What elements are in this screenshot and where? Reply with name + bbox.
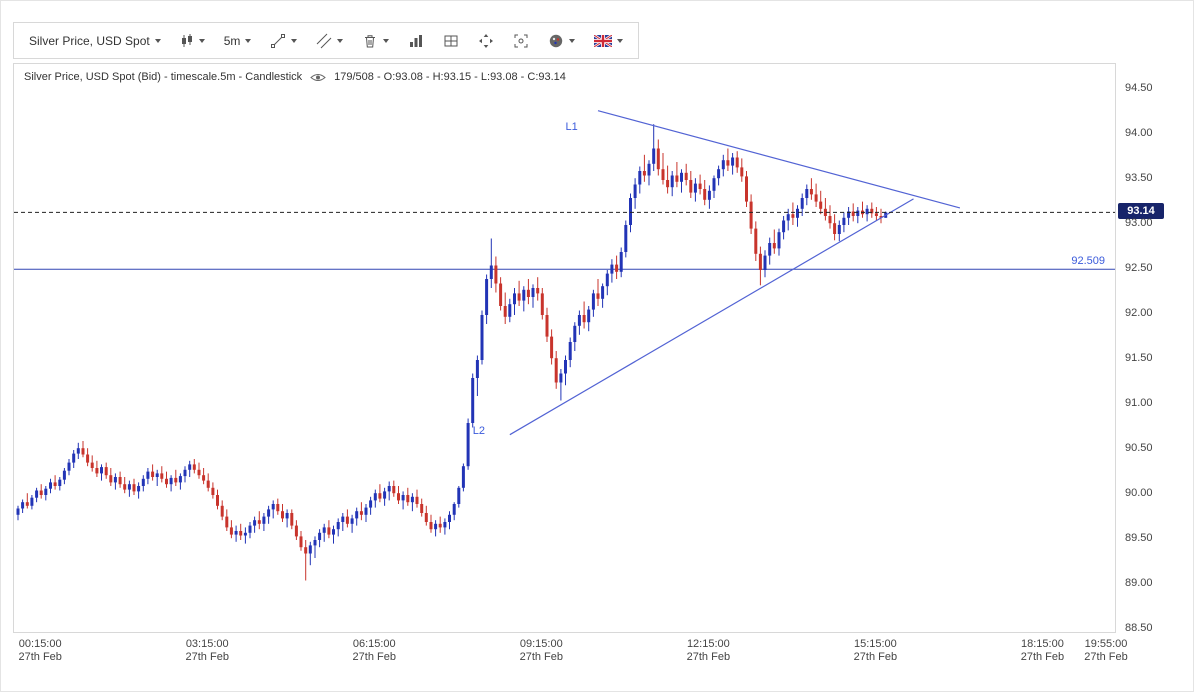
grid-layout-button[interactable]: [438, 30, 464, 52]
price-axis-label: 89.00: [1125, 577, 1153, 589]
time-axis-label: 19:55:00 27th Feb: [1084, 638, 1128, 663]
trash-icon: [362, 33, 378, 49]
price-axis-label: 90.00: [1125, 487, 1153, 499]
trend-line-label: L1: [566, 121, 578, 133]
symbol-selector[interactable]: Silver Price, USD Spot: [24, 31, 166, 51]
price-axis-label: 88.50: [1125, 622, 1153, 634]
palette-icon: [548, 33, 564, 49]
time-axis-label: 12:15:00 27th Feb: [686, 638, 731, 663]
chart-info-bar: Silver Price, USD Spot (Bid) - timescale…: [24, 71, 566, 83]
grid-layout-icon: [443, 33, 459, 49]
price-axis-label: 92.00: [1125, 307, 1153, 319]
snapshot-button[interactable]: [508, 30, 534, 52]
time-axis-label: 06:15:00 27th Feb: [352, 638, 396, 663]
chevron-down-icon: [245, 38, 252, 43]
candles: [16, 124, 888, 581]
trendline-icon: [270, 33, 286, 49]
drawing-tool-selector[interactable]: [311, 30, 348, 52]
theme-selector[interactable]: [543, 30, 580, 52]
time-axis-label: 03:15:00 27th Feb: [185, 638, 229, 663]
indicators-button[interactable]: [403, 30, 429, 52]
time-axis[interactable]: 00:15:00 27th Feb 03:15:00 27th Feb 06:15:00…: [13, 638, 1173, 670]
histogram-icon: [408, 33, 424, 49]
price-axis-label: 93.00: [1125, 217, 1153, 229]
price-axis-label: 93.50: [1125, 172, 1153, 184]
chevron-down-icon: [198, 38, 205, 43]
uk-flag-icon: [594, 34, 613, 47]
chevron-down-icon: [154, 38, 161, 43]
price-axis-label: 92.50: [1125, 262, 1153, 274]
chart-plot[interactable]: Silver Price, USD Spot (Bid) - timescale…: [13, 63, 1116, 633]
price-axis-label: 91.00: [1125, 397, 1153, 409]
chevron-down-icon: [569, 38, 576, 43]
trendline-tool-selector[interactable]: [265, 30, 302, 52]
timeframe-selector[interactable]: 5m: [219, 31, 257, 51]
chevron-down-icon: [337, 38, 344, 43]
candlestick-icon: [180, 33, 194, 49]
time-axis-label: 09:15:00 27th Feb: [519, 638, 564, 663]
language-selector[interactable]: [589, 32, 628, 50]
trend-line-label: L2: [473, 425, 485, 437]
symbol-label: Silver Price, USD Spot: [29, 33, 150, 48]
last-price-badge: 93.14: [1118, 203, 1164, 220]
chevron-down-icon: [617, 38, 624, 43]
price-axis-label: 94.50: [1125, 82, 1153, 94]
time-axis-label: 00:15:00 27th Feb: [18, 638, 62, 663]
expand-arrows-icon: [478, 33, 494, 49]
timeframe-label: 5m: [223, 33, 241, 48]
frame-icon: [513, 33, 529, 49]
trend-line-l1[interactable]: L1: [566, 110, 961, 209]
price-axis-label: 94.00: [1125, 127, 1153, 139]
chevron-down-icon: [291, 38, 298, 43]
support-line-label: 92.509: [1071, 255, 1105, 267]
price-axis-label: 91.50: [1125, 352, 1153, 364]
chart-type-selector[interactable]: [175, 30, 210, 52]
channel-lines-icon: [316, 33, 332, 49]
time-axis-label: 15:15:00 27th Feb: [853, 638, 898, 663]
chart-title: Silver Price, USD Spot (Bid) - timescale…: [24, 71, 303, 83]
eye-icon[interactable]: [310, 72, 326, 83]
time-axis-label: 18:15:00 27th Feb: [1020, 638, 1065, 663]
price-axis-label: 90.50: [1125, 442, 1153, 454]
delete-drawings-button[interactable]: [357, 30, 394, 52]
chevron-down-icon: [383, 38, 390, 43]
toolbar: Silver Price, USD Spot 5m: [13, 22, 640, 59]
ohlc-readout: 179/508 - O:93.08 - H:93.15 - L:93.08 - …: [334, 71, 566, 83]
fullscreen-button[interactable]: [473, 30, 499, 52]
chart-canvas[interactable]: L1 L2 92.509: [14, 64, 1115, 632]
price-axis-label: 89.50: [1125, 532, 1153, 544]
trend-line-l2[interactable]: L2: [473, 198, 914, 437]
price-axis[interactable]: 93.14 94.50 94.00 93.50 93.00 92.50 92.00 91.5…: [1118, 63, 1192, 634]
